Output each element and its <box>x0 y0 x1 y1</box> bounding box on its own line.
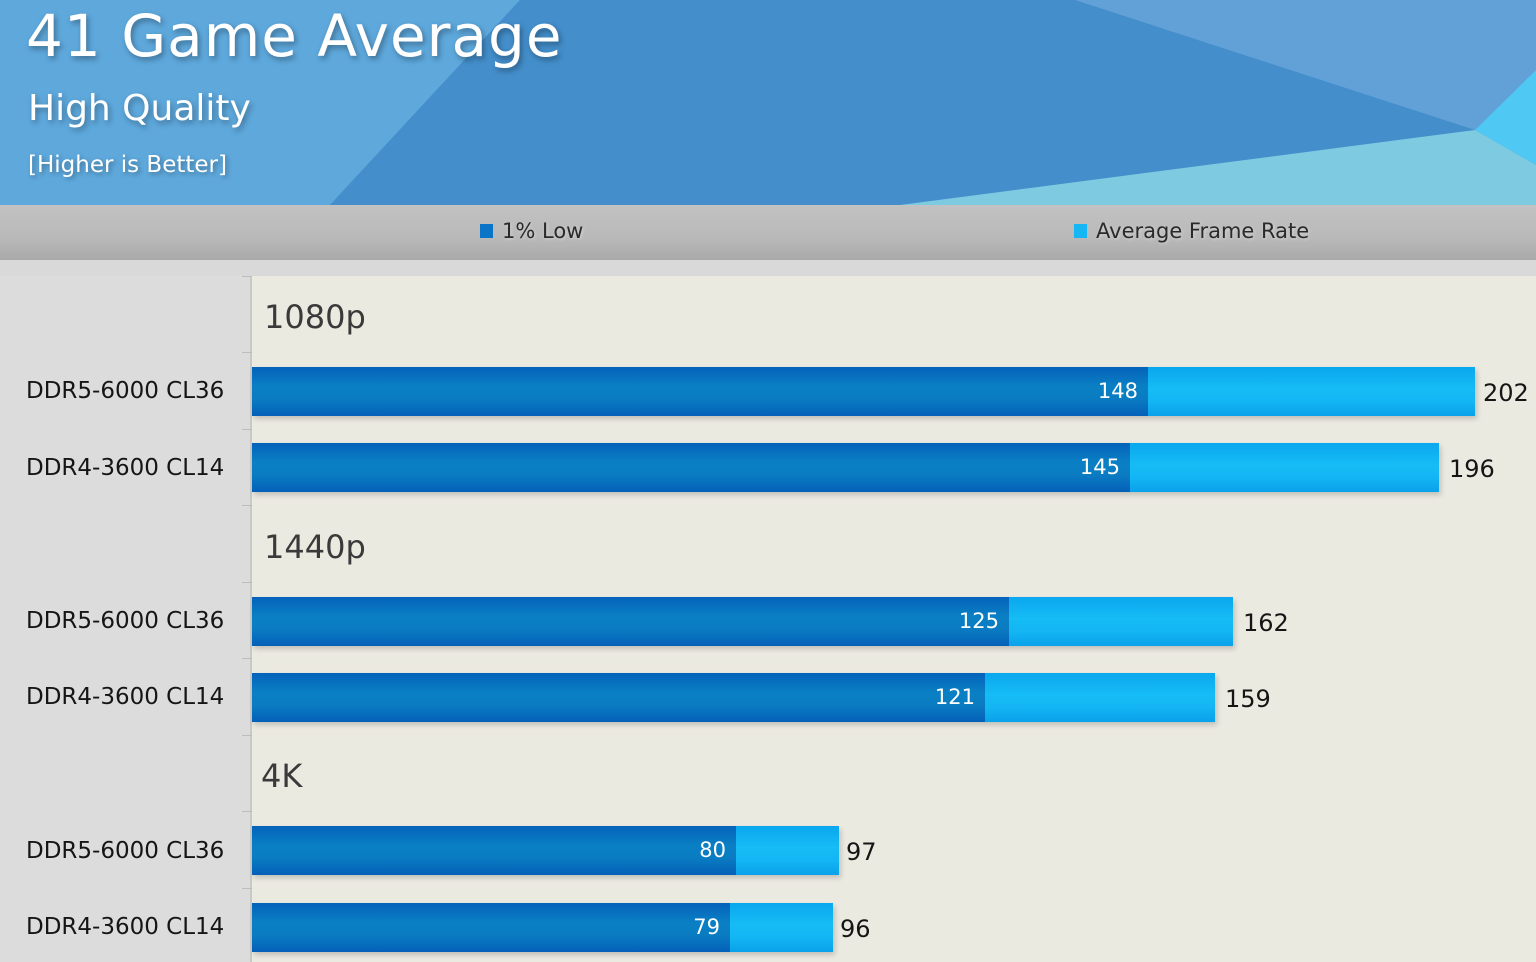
legend-swatch-icon <box>1074 224 1087 238</box>
category-axis <box>250 276 252 962</box>
value-label-average: 159 <box>1225 685 1271 713</box>
bar-1080p-ddr4: 145 196 <box>252 443 1495 492</box>
value-label-1pct-low: 145 <box>1079 455 1120 479</box>
chart-header: 41 Game Average High Quality [Higher is … <box>0 0 1536 205</box>
value-label-1pct-low: 80 <box>699 838 726 862</box>
value-label-1pct-low: 79 <box>693 915 720 939</box>
row-label: DDR4-3600 CL14 <box>26 455 225 481</box>
bar-1440p-ddr4: 121 159 <box>252 673 1271 722</box>
bar-segment-1pct-low: 121 <box>252 673 985 722</box>
axis-tick <box>242 811 252 812</box>
value-label-1pct-low: 125 <box>958 609 999 633</box>
row-label: DDR4-3600 CL14 <box>26 914 225 940</box>
row-label: DDR5-6000 CL36 <box>26 378 225 404</box>
row-label: DDR5-6000 CL36 <box>26 838 225 864</box>
legend-swatch-icon <box>480 224 493 238</box>
value-label-average: 96 <box>840 915 871 943</box>
legend: 1% Low Average Frame Rate <box>0 205 1536 260</box>
header-background-shapes <box>0 0 1536 205</box>
axis-tick <box>242 505 252 506</box>
value-label-average: 162 <box>1243 609 1289 637</box>
bar-segment-1pct-low: 80 <box>252 826 736 875</box>
axis-tick <box>242 658 252 659</box>
bar-1080p-ddr5: 148 202 <box>252 367 1529 416</box>
value-label-1pct-low: 121 <box>934 685 975 709</box>
row-label: DDR4-3600 CL14 <box>26 684 225 710</box>
value-label-1pct-low: 148 <box>1097 379 1138 403</box>
chart-note: [Higher is Better] <box>28 152 227 178</box>
chart-title: 41 Game Average <box>26 2 563 70</box>
value-label-average: 202 <box>1483 379 1529 407</box>
axis-tick <box>242 582 252 583</box>
legend-item-average-frame-rate: Average Frame Rate <box>1074 219 1309 243</box>
group-label-1080p: 1080p <box>264 298 366 336</box>
chart-subtitle: High Quality <box>28 88 251 129</box>
axis-tick <box>242 735 252 736</box>
axis-tick <box>242 276 252 277</box>
legend-label: 1% Low <box>502 219 584 243</box>
bar-segment-1pct-low: 145 <box>252 443 1130 492</box>
legend-spacer <box>0 260 1536 276</box>
bar-segment-1pct-low: 125 <box>252 597 1009 646</box>
legend-item-1pct-low: 1% Low <box>480 219 583 243</box>
group-label-1440p: 1440p <box>264 528 366 566</box>
value-label-average: 196 <box>1449 455 1495 483</box>
bar-4k-ddr5: 80 97 <box>252 826 877 875</box>
axis-tick <box>242 352 252 353</box>
bar-segment-1pct-low: 148 <box>252 367 1148 416</box>
bar-1440p-ddr5: 125 162 <box>252 597 1289 646</box>
bar-4k-ddr4: 79 96 <box>252 903 871 952</box>
legend-label: Average Frame Rate <box>1096 219 1310 243</box>
axis-tick <box>242 888 252 889</box>
row-label: DDR5-6000 CL36 <box>26 608 225 634</box>
value-label-average: 97 <box>846 838 877 866</box>
group-label-4k: 4K <box>261 757 303 795</box>
bar-segment-1pct-low: 79 <box>252 903 730 952</box>
axis-tick <box>242 429 252 430</box>
